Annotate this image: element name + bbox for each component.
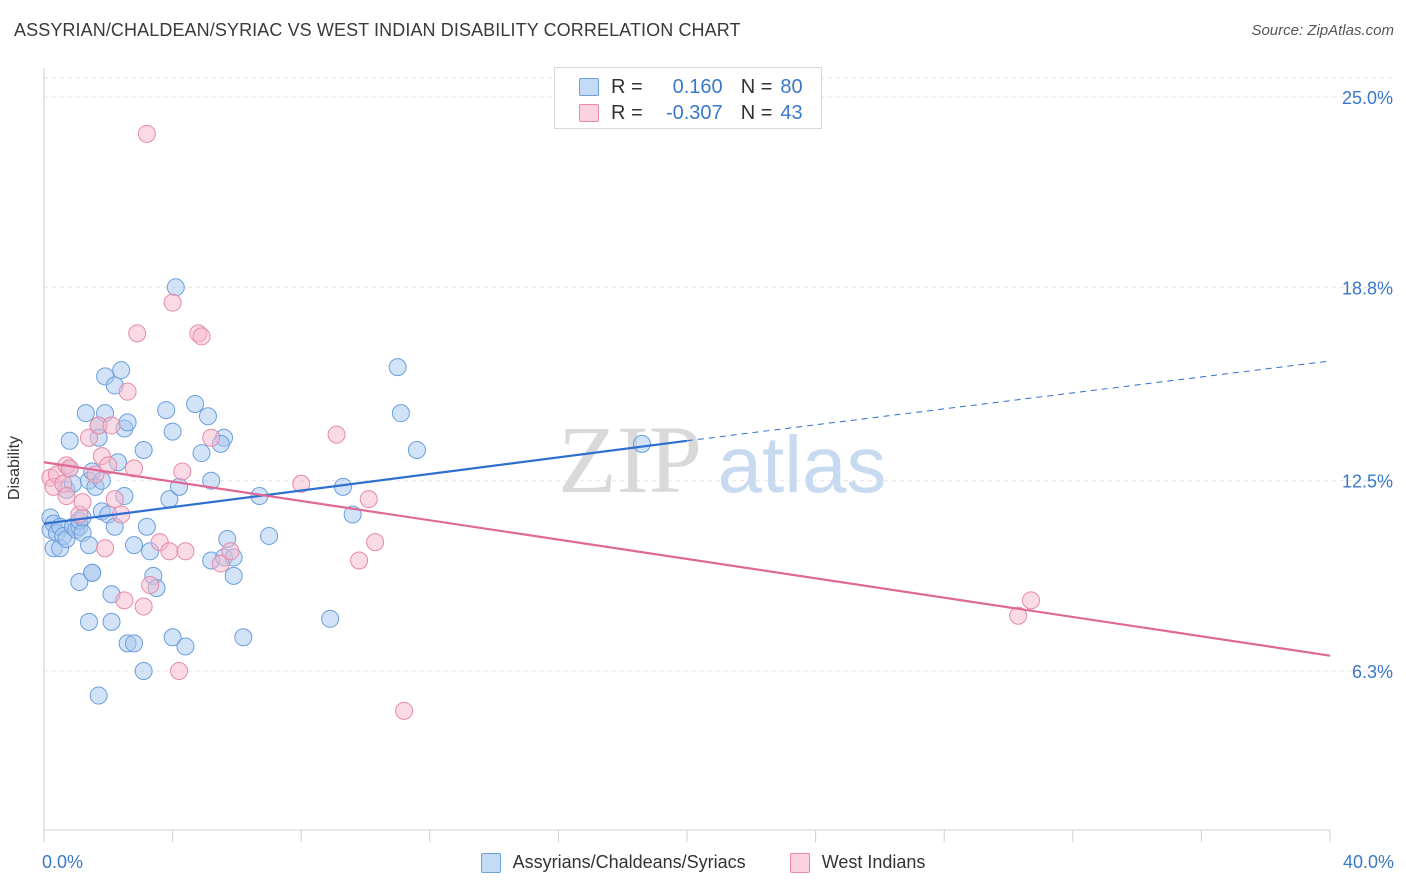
point-assyrian: [260, 526, 279, 545]
point-assyrian: [80, 536, 99, 555]
trend-extension-assyrians: [686, 360, 1331, 442]
stats-row-assyrians: R = 0.160 N = 80: [579, 74, 803, 100]
x-tick-min: 0.0%: [42, 852, 84, 872]
point-assyrian: [80, 612, 99, 631]
y-tick-label: 12.5%: [1342, 472, 1393, 492]
point-west-indian: [350, 551, 369, 570]
point-west-indian: [327, 425, 346, 444]
stats-row-west-indians: R = -0.307 N = 43: [579, 100, 803, 126]
point-assyrian: [125, 536, 144, 555]
legend-item-assyrians[interactable]: Assyrians/Chaldeans/Syriacs: [480, 852, 746, 873]
n-value: 43: [780, 101, 803, 124]
point-west-indian: [73, 493, 92, 512]
point-west-indian: [170, 662, 189, 680]
point-west-indian: [202, 428, 221, 447]
point-assyrian: [192, 444, 211, 463]
point-west-indian: [57, 487, 76, 506]
point-assyrian: [102, 612, 121, 631]
point-assyrian: [224, 566, 243, 585]
point-assyrian: [163, 422, 182, 441]
point-west-indian: [105, 490, 124, 509]
point-west-indian: [366, 533, 385, 552]
legend-label: Assyrians/Chaldeans/Syriacs: [512, 852, 746, 872]
watermark-zip: ZIP: [558, 406, 702, 513]
point-assyrian: [134, 440, 153, 459]
x-tick-max: 40.0%: [1342, 852, 1394, 872]
point-assyrian: [125, 634, 144, 653]
r-label: R =: [611, 101, 643, 124]
point-assyrian: [112, 361, 131, 380]
r-label: R =: [611, 75, 643, 98]
point-assyrian: [137, 517, 156, 536]
point-assyrian: [60, 431, 79, 450]
point-west-indian: [211, 554, 230, 573]
point-assyrian: [83, 563, 102, 582]
point-west-indian: [80, 428, 99, 447]
point-assyrian: [176, 637, 195, 656]
point-assyrian: [391, 404, 410, 423]
point-assyrian: [407, 440, 426, 459]
legend-swatch-pink: [789, 852, 810, 873]
point-west-indian: [192, 327, 211, 346]
point-assyrian: [118, 413, 137, 432]
point-assyrian: [89, 686, 108, 705]
legend-label: West Indians: [821, 852, 926, 872]
point-west-indian: [395, 701, 414, 720]
chart-source: Source: ZipAtlas.com: [1251, 22, 1394, 39]
point-west-indian: [60, 459, 79, 478]
point-assyrian: [202, 471, 221, 490]
watermark-atlas: atlas: [718, 420, 887, 509]
point-west-indian: [96, 539, 115, 558]
point-west-indian: [141, 576, 160, 595]
point-west-indian: [118, 382, 137, 401]
point-west-indian: [163, 293, 182, 312]
blue-swatch: [579, 78, 599, 96]
legend-item-west-indians[interactable]: West Indians: [789, 852, 926, 873]
pink-swatch: [579, 104, 599, 122]
point-west-indian: [128, 324, 147, 343]
point-assyrian: [76, 404, 95, 423]
point-assyrian: [388, 358, 407, 377]
point-assyrian: [70, 572, 89, 591]
y-tick-label: 18.8%: [1342, 278, 1393, 298]
point-west-indian: [102, 416, 121, 435]
point-west-indian: [221, 542, 240, 561]
trend-line-assyrians: [43, 439, 688, 525]
point-west-indian: [115, 591, 134, 610]
point-assyrian: [186, 394, 205, 413]
r-value: 0.160: [672, 75, 723, 98]
point-west-indian: [1009, 606, 1028, 625]
point-west-indian: [134, 597, 153, 616]
y-tick-label: 6.3%: [1352, 662, 1393, 682]
n-value: 80: [780, 75, 803, 98]
r-value: -0.307: [665, 101, 723, 124]
y-tick-label: 25.0%: [1342, 88, 1393, 108]
point-west-indian: [292, 474, 311, 493]
series-legend: Assyrians/Chaldeans/Syriacs West Indians: [0, 852, 1406, 873]
trend-line-west-indians: [43, 461, 1331, 657]
point-assyrian: [234, 628, 253, 647]
point-assyrian: [157, 401, 176, 420]
point-west-indian: [176, 542, 195, 561]
chart-title: ASSYRIAN/CHALDEAN/SYRIAC VS WEST INDIAN …: [14, 20, 741, 40]
legend-swatch-blue: [480, 852, 501, 873]
point-west-indian: [173, 462, 192, 481]
point-west-indian: [160, 542, 179, 561]
point-west-indian: [99, 456, 118, 475]
n-label: N =: [740, 101, 773, 124]
point-west-indian: [137, 124, 156, 143]
point-west-indian: [1022, 591, 1041, 610]
point-assyrian: [198, 407, 217, 426]
point-assyrian: [134, 662, 153, 680]
point-assyrian: [163, 628, 182, 647]
point-assyrian: [166, 278, 185, 297]
point-assyrian: [632, 434, 651, 453]
stats-legend: R = 0.160 N = 80 R = -0.307 N = 43: [554, 67, 822, 129]
point-west-indian: [359, 490, 378, 509]
n-label: N =: [740, 75, 773, 98]
point-assyrian: [321, 609, 340, 628]
